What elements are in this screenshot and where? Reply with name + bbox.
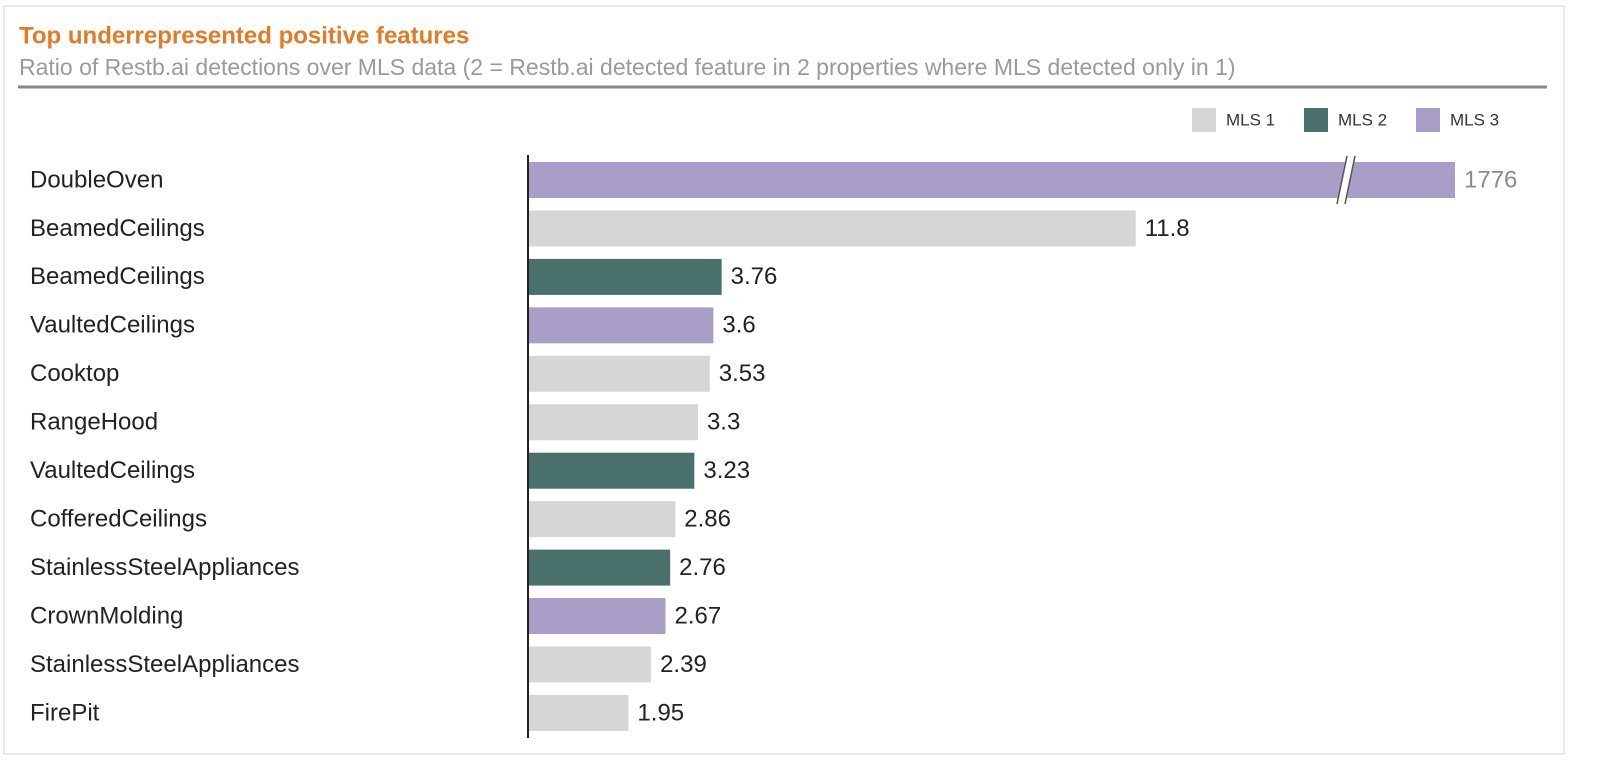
y-tick-label: CrownMolding	[30, 602, 183, 629]
chart-subtitle: Ratio of Restb.ai detections over MLS da…	[19, 54, 1235, 80]
legend-label: MLS 2	[1338, 110, 1387, 129]
value-label: 3.76	[731, 263, 778, 290]
legend-swatch	[1304, 108, 1328, 132]
y-tick-label: Cooktop	[30, 360, 119, 387]
value-label: 2.76	[679, 554, 726, 581]
y-tick-label: BeamedCeilings	[30, 263, 205, 290]
bar	[528, 258, 722, 295]
axis-break-mark	[1344, 155, 1356, 205]
y-tick-label: BeamedCeilings	[30, 215, 205, 242]
legend-label: MLS 3	[1450, 110, 1499, 129]
y-tick-label: VaultedCeilings	[30, 457, 195, 484]
bar	[528, 452, 695, 489]
card	[3, 5, 1565, 755]
value-label: 1.95	[637, 699, 684, 726]
axis-break-mark	[1336, 155, 1348, 205]
value-label: 2.86	[684, 505, 731, 532]
bar	[528, 404, 698, 441]
value-label: 3.53	[719, 360, 766, 387]
bar	[528, 210, 1136, 247]
bar	[528, 162, 1455, 198]
y-tick-label: VaultedCeilings	[30, 312, 195, 339]
y-tick-label: DoubleOven	[30, 166, 163, 193]
chart-title: Top underrepresented positive features	[19, 22, 469, 49]
value-label: 11.8	[1145, 215, 1190, 242]
bar	[528, 307, 714, 344]
legend-label: MLS 1	[1226, 110, 1275, 129]
y-tick-label: CofferedCeilings	[30, 505, 207, 532]
bar	[528, 355, 710, 392]
bar	[528, 598, 666, 635]
bar	[528, 549, 671, 586]
value-label: 1776	[1464, 166, 1517, 193]
y-tick-label: StainlessSteelAppliances	[30, 554, 300, 581]
value-label: 3.3	[707, 409, 740, 436]
bar	[528, 501, 676, 538]
bar	[528, 646, 652, 683]
value-label: 3.6	[722, 312, 755, 339]
axis-break-gap	[1337, 156, 1355, 204]
legend-swatch	[1416, 108, 1440, 132]
y-tick-label: StainlessSteelAppliances	[30, 651, 300, 678]
value-label: 2.67	[675, 602, 722, 629]
legend-swatch	[1192, 108, 1216, 132]
y-tick-label: RangeHood	[30, 409, 158, 436]
y-tick-label: FirePit	[30, 699, 100, 726]
bar	[528, 694, 629, 731]
value-label: 3.23	[703, 457, 750, 484]
value-label: 2.39	[660, 651, 707, 678]
